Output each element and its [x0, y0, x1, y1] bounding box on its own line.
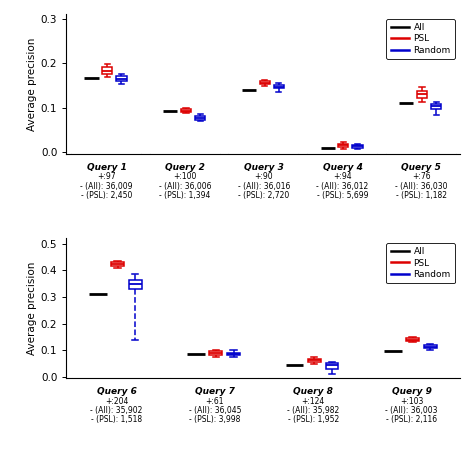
Text: - (All): 36,006: - (All): 36,006	[159, 182, 211, 191]
Text: Query 7: Query 7	[195, 387, 235, 396]
Text: +:76: +:76	[412, 173, 430, 182]
Text: Query 5: Query 5	[401, 163, 441, 172]
Text: Query 2: Query 2	[165, 163, 205, 172]
Text: +:90: +:90	[255, 173, 273, 182]
Text: - (All): 36,030: - (All): 36,030	[395, 182, 447, 191]
Text: - (PSL): 2,450: - (PSL): 2,450	[81, 191, 132, 200]
Text: - (All): 35,902: - (All): 35,902	[91, 406, 143, 415]
Text: Query 1: Query 1	[87, 163, 127, 172]
Text: - (PSL): 1,394: - (PSL): 1,394	[159, 191, 211, 200]
Text: - (PSL): 5,699: - (PSL): 5,699	[317, 191, 368, 200]
Legend: All, PSL, Random: All, PSL, Random	[386, 19, 455, 59]
Y-axis label: Average precision: Average precision	[27, 37, 36, 131]
Text: - (All): 35,982: - (All): 35,982	[287, 406, 339, 415]
Text: - (All): 36,016: - (All): 36,016	[237, 182, 290, 191]
Text: - (PSL): 1,518: - (PSL): 1,518	[91, 415, 142, 424]
Text: Query 9: Query 9	[392, 387, 431, 396]
Text: - (All): 36,009: - (All): 36,009	[80, 182, 133, 191]
Text: - (PSL): 3,998: - (PSL): 3,998	[189, 415, 241, 424]
Text: - (All): 36,045: - (All): 36,045	[189, 406, 241, 415]
Text: - (All): 36,012: - (All): 36,012	[317, 182, 369, 191]
Text: +:204: +:204	[105, 396, 128, 406]
Text: Query 8: Query 8	[293, 387, 333, 396]
Text: - (PSL): 1,952: - (PSL): 1,952	[288, 415, 339, 424]
Text: +:97: +:97	[97, 173, 116, 182]
Y-axis label: Average precision: Average precision	[27, 262, 36, 355]
Text: +:94: +:94	[333, 173, 352, 182]
Text: +:100: +:100	[173, 173, 197, 182]
Text: Query 3: Query 3	[244, 163, 284, 172]
Text: +:61: +:61	[206, 396, 224, 406]
Text: - (PSL): 1,182: - (PSL): 1,182	[396, 191, 447, 200]
Text: - (All): 36,003: - (All): 36,003	[385, 406, 438, 415]
Text: +:103: +:103	[400, 396, 423, 406]
Legend: All, PSL, Random: All, PSL, Random	[386, 243, 455, 283]
Text: - (PSL): 2,720: - (PSL): 2,720	[238, 191, 290, 200]
Text: - (PSL): 2,116: - (PSL): 2,116	[386, 415, 437, 424]
Text: +:124: +:124	[301, 396, 325, 406]
Text: Query 4: Query 4	[323, 163, 363, 172]
Text: Query 6: Query 6	[97, 387, 137, 396]
